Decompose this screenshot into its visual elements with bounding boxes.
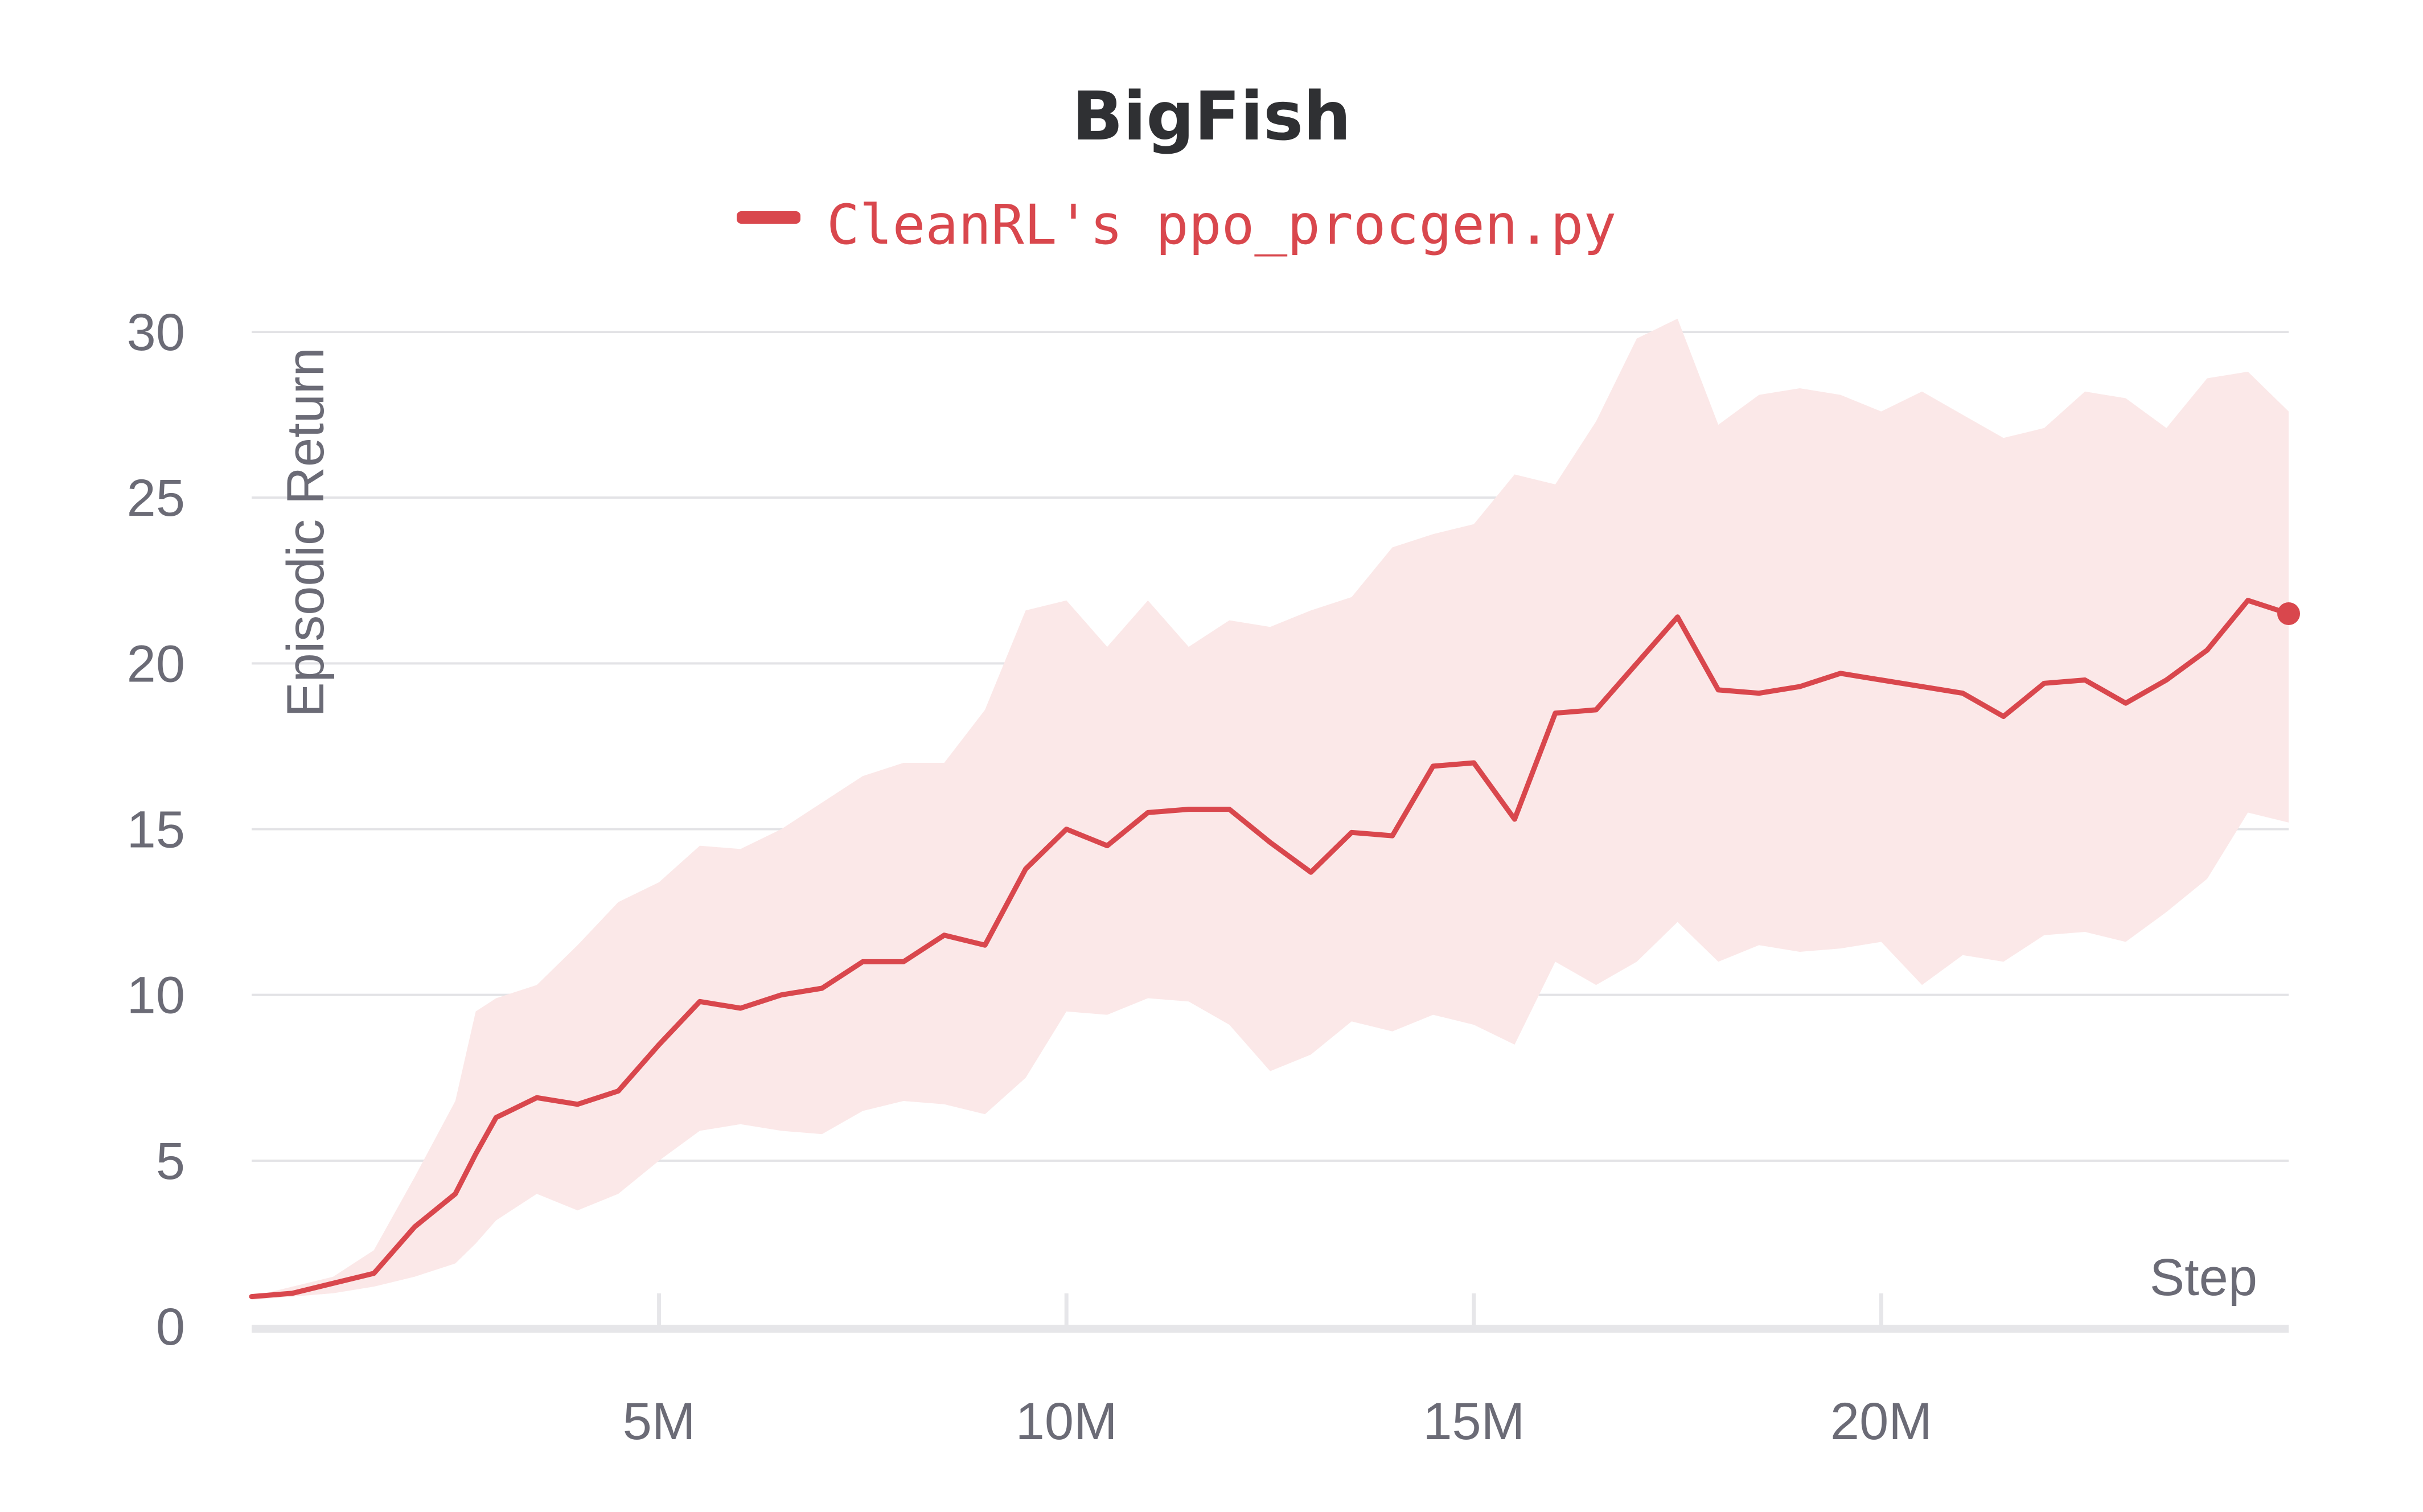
series-endpoint	[2277, 602, 2300, 625]
chart-title: BigFish	[1072, 77, 1351, 155]
y-tick-label-0: 0	[156, 1298, 185, 1356]
legend-swatch	[737, 211, 800, 224]
x-tick-label-20M: 20M	[1830, 1392, 1932, 1451]
y-tick-label-15: 15	[127, 801, 185, 859]
series-line-layer	[249, 598, 2300, 1300]
y-tick-label-10: 10	[127, 967, 185, 1025]
y-axis: 0 5 10 15 20 25 30	[127, 303, 185, 1356]
x-axis-baseline	[252, 1325, 2289, 1333]
x-tick-label-5M: 5M	[623, 1392, 696, 1451]
y-tick-label-30: 30	[127, 303, 185, 361]
series-band	[252, 318, 2289, 1300]
x-axis: 5M 10M 15M 20M	[252, 1293, 2289, 1451]
y-tick-label-25: 25	[127, 469, 185, 527]
y-tick-label-20: 20	[127, 635, 185, 693]
x-tick-label-10M: 10M	[1016, 1392, 1118, 1451]
series-line	[249, 598, 2291, 1300]
confidence-band-layer	[252, 318, 2289, 1300]
y-tick-label-5: 5	[156, 1132, 185, 1190]
y-axis-label: Episodic Return	[277, 347, 335, 717]
x-tick-label-15M: 15M	[1423, 1392, 1525, 1451]
legend-entry-label: CleanRL's ppo_procgen.py	[827, 193, 1616, 257]
legend: CleanRL's ppo_procgen.py	[737, 193, 1616, 257]
x-axis-label: Step	[2150, 1248, 2257, 1306]
